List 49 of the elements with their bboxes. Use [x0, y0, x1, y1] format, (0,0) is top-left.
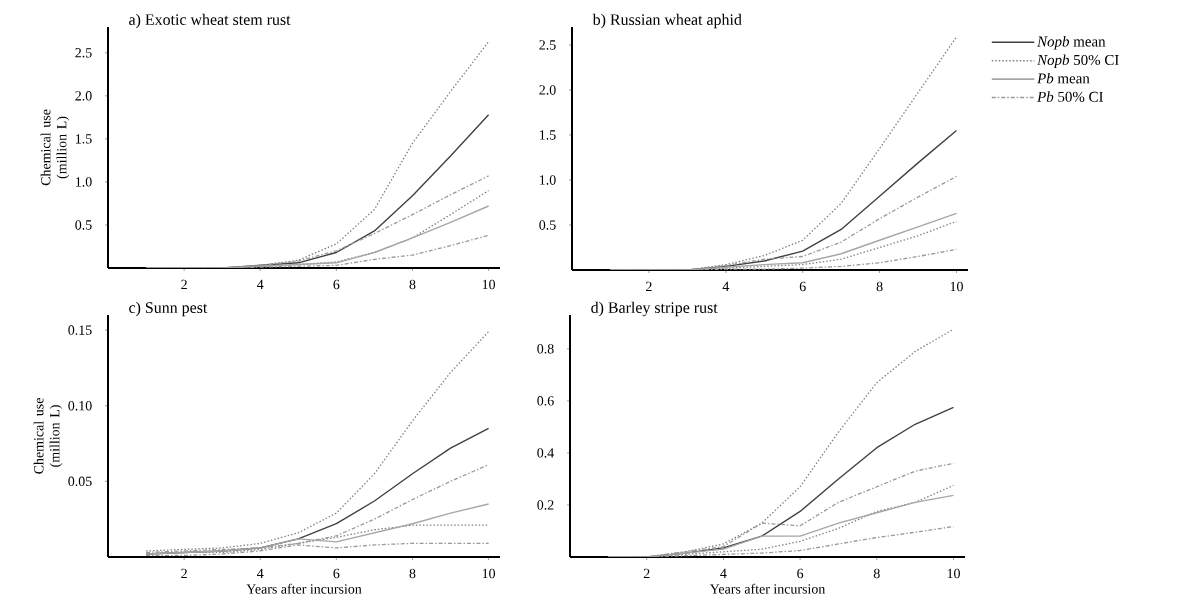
x-tick-label: 6: [333, 279, 340, 290]
y-tick-label: 2.5: [75, 48, 92, 58]
x-tick-label: 6: [799, 281, 806, 292]
y-tick-label: 0.6: [537, 396, 554, 406]
y-tick-label: 2.5: [539, 40, 556, 50]
y-tick-label: 2.0: [75, 91, 92, 101]
legend-label: Nopb mean: [1037, 36, 1106, 50]
y-tick-label: 0.10: [68, 400, 92, 411]
x-tick-label: 4: [722, 281, 730, 291]
x-tick-label: 10: [947, 568, 960, 579]
x-tick-label: 2: [643, 568, 650, 579]
x-tick-label: 10: [482, 279, 496, 290]
x-tick-label: 8: [409, 568, 416, 579]
legend-label: Nopb 50% CI: [1037, 54, 1119, 69]
x-tick-label: 2: [181, 568, 187, 579]
y-tick-label: 1.5: [75, 134, 92, 144]
x-tick-label: 2: [646, 281, 652, 292]
y-tick-label: 0.2: [537, 500, 554, 510]
x-tick-label: 6: [333, 568, 340, 579]
y-tick-label: 1.5: [539, 130, 556, 140]
x-tick-label: 4: [257, 568, 264, 578]
legend-label: Pb 50% CI: [1037, 91, 1103, 102]
x-tick-label: 6: [797, 568, 804, 579]
y-tick-label: 0.8: [537, 344, 554, 354]
y-tick-label: 0.05: [68, 476, 92, 487]
y-axis-title: Chemical use (million L): [40, 109, 70, 186]
chart-title: b) Russian wheat aphid: [592, 13, 742, 29]
x-axis-title: Years after incursion: [246, 583, 362, 594]
x-tick-label: 8: [876, 281, 883, 292]
y-tick-label: 0.4: [537, 448, 554, 458]
y-axis-title: Chemical use (million L): [33, 398, 63, 474]
x-tick-label: 8: [873, 568, 880, 579]
y-tick-label: 0.5: [539, 220, 556, 230]
y-tick-label: 0.15: [68, 325, 92, 335]
x-axis-title: Years after incursion: [709, 583, 826, 594]
legend-label: Pb mean: [1037, 72, 1090, 84]
x-tick-label: 10: [950, 281, 963, 292]
chart-title: c) Sunn pest: [129, 301, 208, 317]
y-tick-label: 1.0: [75, 177, 92, 187]
y-tick-label: 1.0: [539, 175, 556, 185]
x-tick-label: 4: [257, 279, 264, 289]
y-tick-label: 2.0: [539, 85, 556, 95]
x-tick-label: 10: [482, 568, 496, 579]
x-tick-label: 8: [409, 279, 416, 290]
y-tick-label: 0.5: [75, 220, 92, 230]
x-tick-label: 2: [181, 279, 187, 290]
chart-title: d) Barley stripe rust: [591, 301, 718, 317]
chart-title: a) Exotic wheat stem rust: [129, 13, 291, 29]
x-tick-label: 4: [720, 568, 727, 578]
